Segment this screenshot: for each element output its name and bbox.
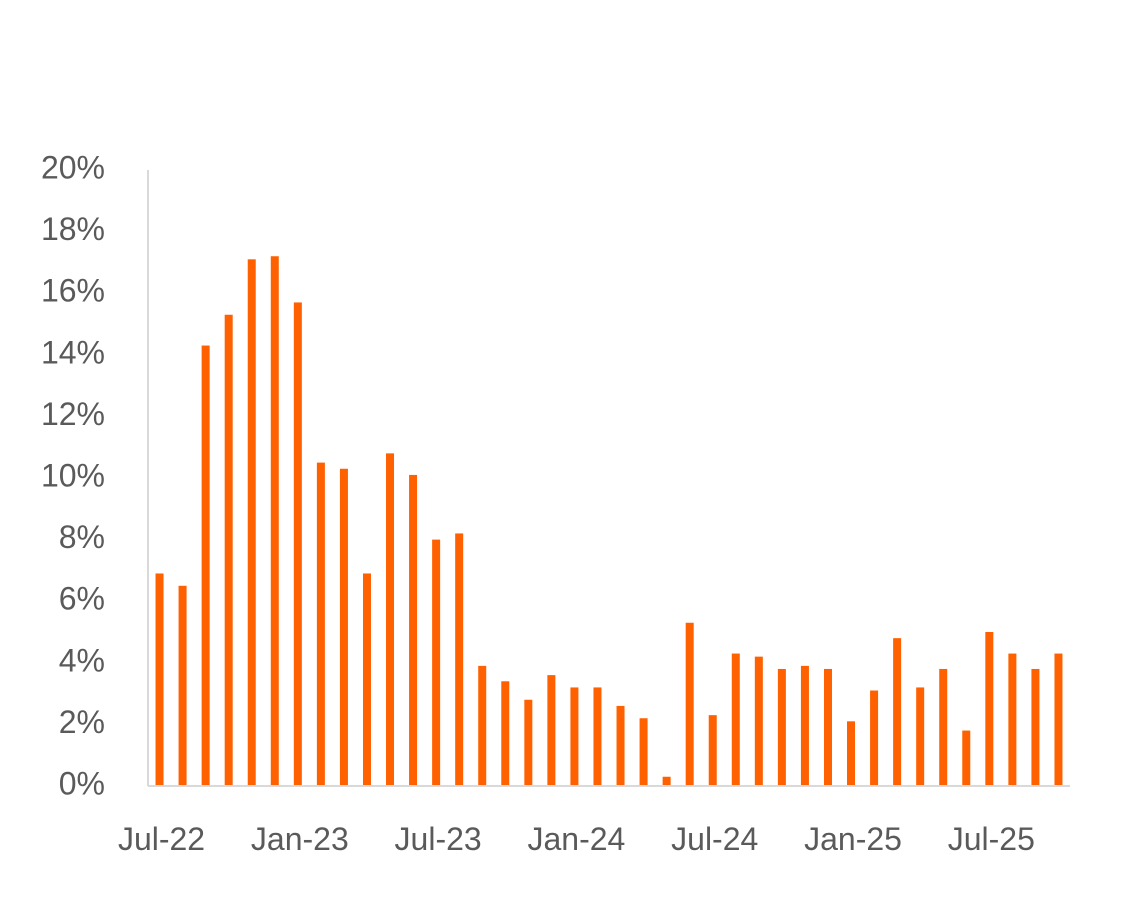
bar [155, 573, 164, 786]
x-tick-label: Jan-24 [528, 821, 626, 857]
bar [293, 302, 302, 786]
bar [616, 705, 625, 786]
bar [893, 638, 902, 786]
bar [547, 675, 556, 786]
bar [685, 622, 694, 786]
bar [777, 668, 786, 786]
bar [1008, 653, 1017, 786]
y-tick-label: 10% [41, 457, 105, 493]
bar [939, 668, 948, 786]
y-tick-label: 18% [41, 211, 105, 247]
x-tick-label: Jul-25 [948, 821, 1035, 857]
bar [916, 687, 925, 786]
y-tick-label: 6% [59, 581, 105, 617]
bar [501, 681, 510, 786]
bar [178, 585, 187, 786]
y-tick-label: 20% [41, 149, 105, 185]
bar [478, 665, 487, 786]
bar [847, 721, 856, 786]
x-tick-label: Jan-23 [251, 821, 349, 857]
bar [754, 656, 763, 786]
bar [823, 668, 832, 786]
bar [201, 345, 210, 786]
y-tick-label: 12% [41, 396, 105, 432]
bar [731, 653, 740, 786]
y-tick-label: 14% [41, 334, 105, 370]
bar [870, 690, 879, 786]
y-tick-label: 16% [41, 273, 105, 309]
bar [1031, 668, 1040, 786]
bar [339, 468, 348, 786]
x-tick-label: Jul-23 [395, 821, 482, 857]
y-tick-label: 0% [59, 765, 105, 801]
bar [386, 453, 395, 786]
bar [224, 314, 233, 786]
bar [639, 718, 648, 786]
x-tick-label: Jan-25 [804, 821, 902, 857]
bar [524, 699, 533, 786]
bar [270, 256, 279, 786]
x-tick-label: Jul-22 [118, 821, 205, 857]
bar [570, 687, 579, 786]
bar [985, 632, 994, 786]
bar [455, 533, 464, 786]
bar [593, 687, 602, 786]
bar [316, 462, 325, 786]
bar [800, 665, 809, 786]
x-axis-tick-labels: Jul-22 Jan-23 Jul-23 Jan-24 Jul-24 Jan-25 Jul-… [118, 821, 1035, 857]
y-tick-label: 8% [59, 519, 105, 555]
bar [247, 259, 256, 786]
bar [362, 573, 371, 786]
bar [432, 539, 441, 786]
y-axis-tick-labels: 0% 2% 4% 6% 8% 10% 12% 14% 16% 18% 20% [41, 149, 105, 801]
bar [962, 730, 971, 786]
bar [1054, 653, 1063, 786]
y-tick-label: 4% [59, 642, 105, 678]
bar [409, 474, 418, 786]
x-tick-label: Jul-24 [671, 821, 758, 857]
y-tick-label: 2% [59, 704, 105, 740]
bar [662, 776, 671, 786]
bar [708, 715, 717, 786]
bar-series [155, 256, 1063, 786]
